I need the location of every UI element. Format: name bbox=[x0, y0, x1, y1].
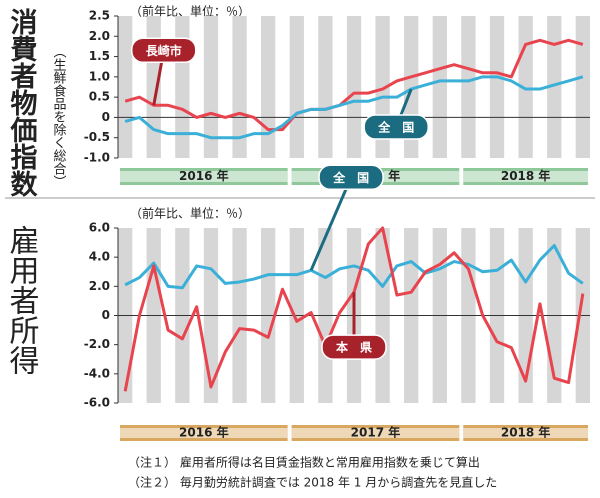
y-tick-label: -6.0 bbox=[84, 396, 110, 410]
y-tick-label: 0 bbox=[102, 110, 110, 124]
stripe bbox=[489, 16, 505, 158]
year-band-inner bbox=[463, 171, 588, 182]
y-tick-label: 4.0 bbox=[89, 250, 110, 264]
y-tick-label: 0.5 bbox=[89, 90, 110, 104]
year-label: 2016 年 bbox=[179, 168, 229, 183]
stripe bbox=[289, 16, 304, 158]
y-tick-label: 2.0 bbox=[89, 29, 110, 43]
stripe bbox=[547, 16, 562, 158]
year-band-inner bbox=[291, 428, 460, 438]
series-line bbox=[124, 244, 584, 290]
y-tick-label: 0 bbox=[102, 308, 110, 322]
y-tick-label: 2.5 bbox=[89, 9, 110, 23]
unit-label: （前年比、単位：％） bbox=[130, 4, 250, 19]
stripe bbox=[175, 16, 190, 158]
stripe bbox=[146, 16, 161, 158]
y-tick-label: -2.0 bbox=[84, 337, 110, 351]
stripe bbox=[575, 16, 590, 158]
callout-box bbox=[363, 114, 429, 140]
stripe bbox=[461, 16, 476, 158]
note: （注１） 雇用者所得は名目賃金指数と常用雇用指数を乗じて算出 bbox=[128, 455, 480, 470]
chart-title: 消費者物価指数 bbox=[6, 8, 39, 198]
series-line bbox=[124, 75, 584, 140]
stripe bbox=[232, 16, 247, 158]
callout-box bbox=[321, 334, 387, 360]
stripe bbox=[261, 16, 276, 158]
legend-label: 本 県 bbox=[336, 340, 372, 355]
y-tick-label: 2.0 bbox=[89, 279, 110, 293]
stripe bbox=[318, 16, 333, 158]
y-tick-label: -0.5 bbox=[84, 130, 110, 144]
y-tick-label: 1.0 bbox=[89, 69, 110, 83]
callout-pointer bbox=[309, 176, 353, 271]
legend-label: 全 国 bbox=[377, 120, 414, 135]
year-band-inner bbox=[120, 171, 288, 182]
chart-subtitle: （生鮮食品を除く総合） bbox=[51, 45, 67, 188]
stripe bbox=[203, 16, 219, 158]
chart-title: 雇用者所得 bbox=[4, 225, 40, 375]
y-tick-label: 1.5 bbox=[89, 49, 110, 63]
year-band-inner bbox=[463, 428, 588, 438]
callout-box bbox=[318, 164, 384, 191]
series-line bbox=[124, 38, 584, 132]
callout-box bbox=[131, 37, 197, 64]
year-band-inner bbox=[120, 428, 288, 438]
year-label: 2018 年 bbox=[501, 168, 551, 183]
y-tick-label: -1.0 bbox=[84, 151, 110, 165]
unit-label: （前年比、単位：％） bbox=[130, 206, 250, 221]
legend-label: 長崎市 bbox=[146, 43, 182, 58]
y-tick-label: 6.0 bbox=[89, 221, 110, 235]
note: （注２） 毎月勤労統計調査では 2018 年 1 月から調査先を見直した bbox=[128, 475, 497, 490]
stripe bbox=[346, 16, 362, 158]
year-label: 2017 年 bbox=[351, 425, 401, 440]
y-tick-label: -4.0 bbox=[84, 366, 110, 380]
year-label: 2016 年 bbox=[179, 425, 229, 440]
year-label: 2018 年 bbox=[501, 425, 551, 440]
stripe bbox=[432, 16, 447, 158]
legend-label: 全 国 bbox=[332, 170, 369, 185]
stripe bbox=[118, 16, 133, 158]
